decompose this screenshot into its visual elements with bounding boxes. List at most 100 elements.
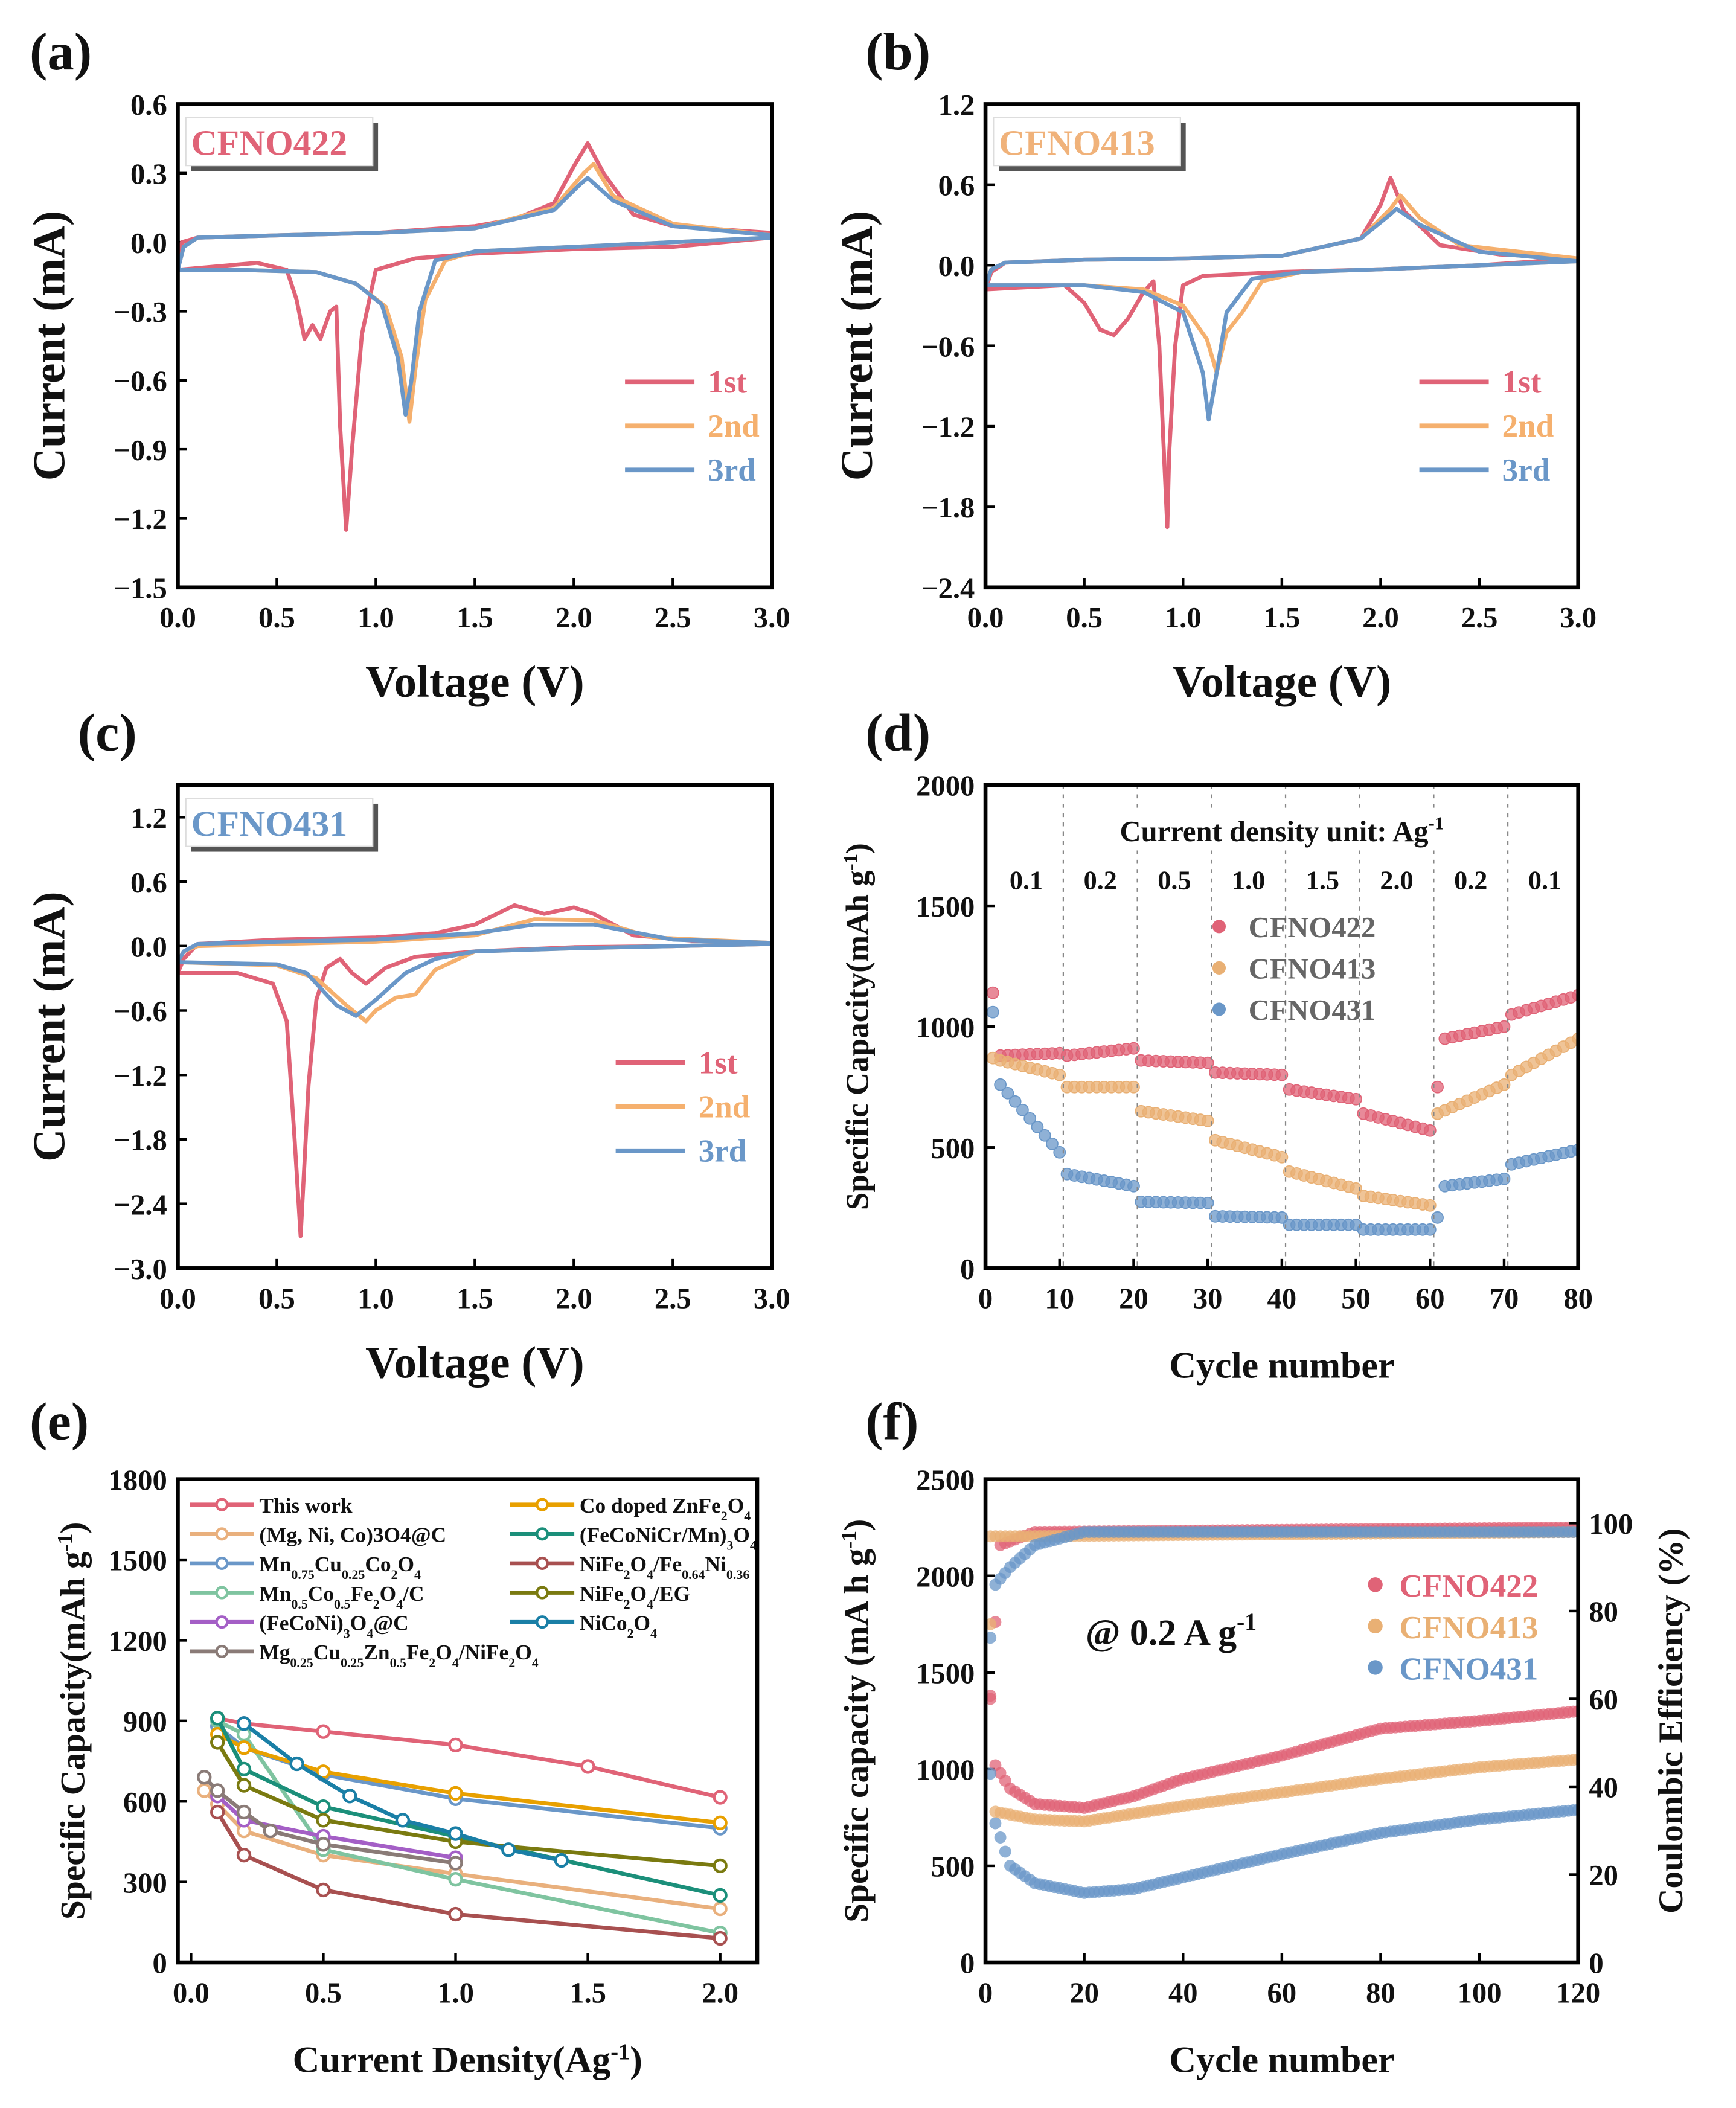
x-tick-label: 3.0 (754, 601, 790, 634)
y-tick-label: 0.6 (130, 867, 167, 899)
x-tick-label: 2.5 (655, 601, 691, 634)
legend-label: (FeCoNi)3O4@C (259, 1611, 408, 1641)
data-point (713, 1888, 728, 1903)
legend-marker (215, 1556, 229, 1571)
y-tick-label: −1.8 (114, 1124, 167, 1157)
y-tick-label: 1500 (916, 891, 975, 923)
x-tick-label: 80 (1366, 1976, 1395, 2009)
data-point (316, 1882, 331, 1898)
x-tick-label: 3.0 (754, 1283, 790, 1315)
data-point-CFNO422 (1127, 1042, 1140, 1055)
y-tick-label: 0.3 (130, 158, 167, 190)
x-tick-label: 1.0 (1165, 601, 1202, 634)
data-point (501, 1842, 516, 1857)
sample-label-box (185, 798, 374, 847)
x-tick-label: 1.0 (357, 601, 394, 634)
y-tick-label: 1000 (916, 1011, 975, 1044)
x-tick-label: 60 (1415, 1283, 1445, 1315)
legend-label: NiCo2O4 (580, 1611, 657, 1641)
y-tick-label: −2.4 (114, 1188, 167, 1221)
legend-label: This work (259, 1493, 353, 1517)
y2-tick-label: 60 (1589, 1684, 1618, 1716)
x-tick-label: 0.5 (258, 601, 295, 634)
data-point (580, 1759, 595, 1774)
data-point (713, 1858, 728, 1874)
x-tick-label: 0 (978, 1976, 993, 2009)
data-point (448, 1906, 463, 1922)
data-point (342, 1789, 357, 1804)
y-tick-label: −0.6 (921, 330, 975, 363)
legend-label: 3rd (1502, 453, 1551, 488)
data-point (713, 1901, 728, 1917)
legend-label: 1st (708, 365, 747, 400)
legend-marker (535, 1615, 549, 1629)
data-point (197, 1770, 212, 1785)
plot-area-c (176, 783, 774, 1270)
data-point (236, 1778, 252, 1793)
x-tick-label: 0.0 (173, 1976, 210, 2009)
data-point (236, 1804, 252, 1820)
y-tick-label: −1.2 (921, 411, 975, 444)
ce-point-CFNO431 (985, 1767, 997, 1780)
legend-label: (FeCoNiCr/Mn)3O4 (580, 1523, 757, 1552)
annotation-background (1114, 809, 1450, 851)
x-tick-label: 20 (1069, 1976, 1099, 2009)
x-tick-label: 80 (1563, 1283, 1593, 1315)
x-tick-label: 0.5 (258, 1283, 295, 1315)
y-tick-label: 300 (123, 1866, 167, 1899)
y-tick-label: −1.2 (114, 503, 167, 536)
rate-label: 0.2 (1084, 865, 1117, 895)
legend-label: 1st (699, 1046, 738, 1081)
y-tick-label: 0.0 (938, 250, 975, 283)
y-tick-label: 900 (123, 1706, 167, 1738)
legend-label: CFNO413 (1249, 953, 1376, 985)
y-tick-label: −0.6 (114, 995, 167, 1028)
x-tick-label: 100 (1458, 1976, 1502, 2009)
rate-label: 0.1 (1010, 865, 1043, 895)
data-point (448, 1872, 463, 1887)
y2-tick-label: 20 (1589, 1859, 1618, 1892)
x-tick-label: 1.5 (456, 601, 493, 634)
x-axis-label: Voltage (V) (365, 1338, 585, 1388)
x-tick-label: 1.0 (357, 1283, 394, 1315)
plot-area-b (983, 102, 1581, 590)
data-point (448, 1826, 463, 1841)
data-point-CFNO431 (1423, 1223, 1437, 1236)
data-point-CFNO422 (986, 986, 999, 999)
rate-label: 2.0 (1380, 865, 1413, 895)
data-point-CFNO413 (1201, 1114, 1214, 1127)
x-tick-label: 0.5 (305, 1976, 342, 2009)
series-line-1st (178, 141, 772, 532)
x-tick-label: 0.0 (159, 601, 196, 634)
legend-label: 3rd (708, 453, 756, 488)
data-point (713, 1815, 728, 1830)
legend-marker (1212, 1002, 1226, 1016)
y-tick-label: 2500 (916, 1464, 975, 1496)
legend-label: NiFe2O4/Fe0.64Ni0.36 (580, 1552, 749, 1581)
series-line-3rd (985, 207, 1578, 422)
y-axis-label: Specific Capacity(mAh g-1) (841, 843, 876, 1210)
x-tick-label: 30 (1193, 1283, 1223, 1315)
data-point-CFNO431 (1275, 1211, 1289, 1224)
y-tick-label: −1.5 (114, 572, 167, 604)
y-tick-label: −0.6 (114, 365, 167, 397)
data-point-CFNO431 (1201, 1196, 1214, 1209)
data-point (316, 1724, 331, 1739)
y-tick-label: −0.9 (114, 434, 167, 467)
y2-tick-label: 0 (1589, 1947, 1603, 1980)
data-point-CFNO431 (1023, 1112, 1037, 1125)
legend-label: Co doped ZnFe2O4 (580, 1493, 751, 1523)
x-tick-label: 3.0 (1560, 601, 1597, 634)
x-tick-label: 2.0 (556, 601, 592, 634)
y-tick-label: −1.2 (114, 1060, 167, 1092)
data-point (197, 1783, 212, 1798)
data-point-CFNO413 (1127, 1080, 1140, 1094)
legend-marker (215, 1527, 229, 1541)
data-point-CFNO431 (1046, 1137, 1059, 1150)
sample-label: CFNO422 (191, 123, 348, 162)
data-point (316, 1799, 331, 1815)
legend-label: Mn0.75Cu0.25Co2O4 (259, 1552, 421, 1581)
y-tick-label: −3.0 (114, 1253, 167, 1286)
legend-marker (535, 1586, 549, 1600)
x-tick-label: 0.0 (159, 1283, 196, 1315)
